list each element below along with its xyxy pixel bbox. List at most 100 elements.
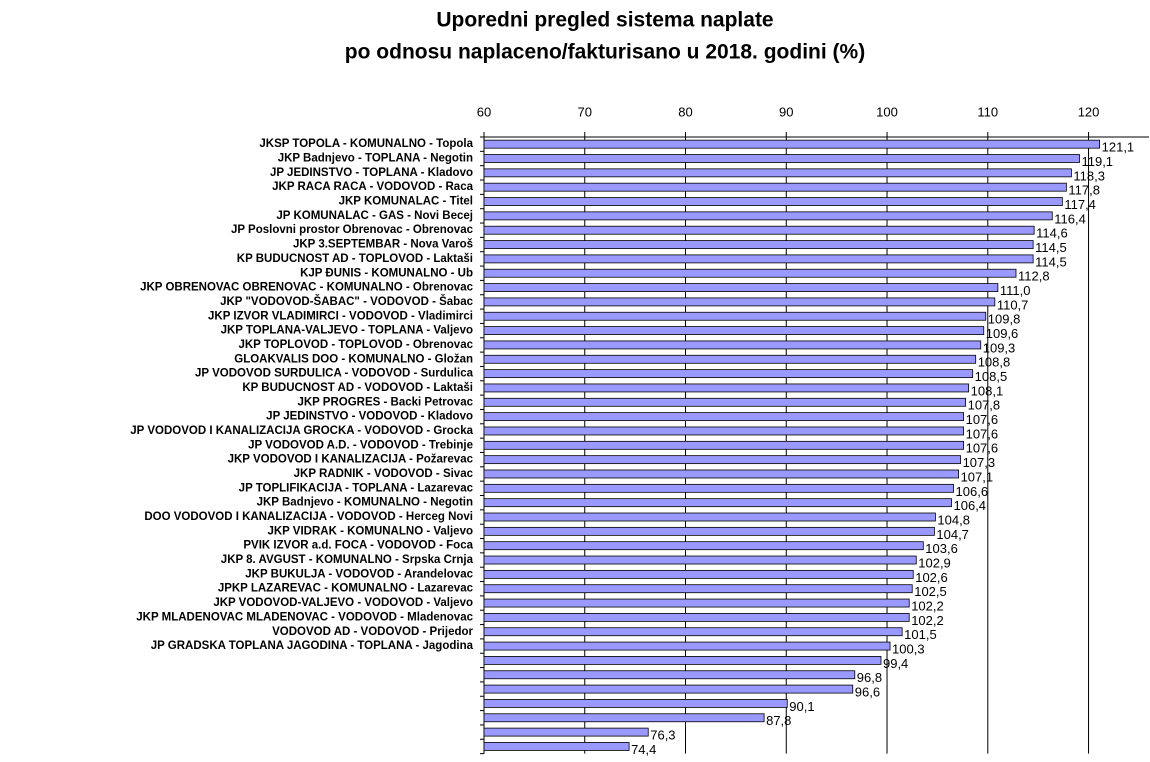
bar: [483, 584, 913, 594]
bar: [483, 727, 649, 737]
value-label: 110,7: [997, 297, 1029, 312]
category-label: JKP 3.SEPTEMBAR - Nova Varoš: [293, 239, 473, 251]
category-label: JKP BUKULJA - VODOVOD - Arandelovac: [245, 568, 473, 580]
bar: [483, 326, 985, 335]
value-label: 106,4: [954, 498, 987, 513]
value-label: 109,6: [986, 326, 1019, 341]
value-label: 106,6: [956, 484, 989, 499]
bar: [483, 656, 882, 665]
value-label: 108,8: [978, 355, 1011, 370]
bar: [483, 627, 903, 637]
value-label: 114,5: [1035, 240, 1067, 255]
category-label: JKP Badnjevo - KOMUNALNO - Negotin: [257, 497, 473, 509]
value-label: 102,2: [911, 613, 944, 628]
bar: [483, 526, 935, 536]
category-label: JP Poslovni prostor Obrenovac - Obrenova…: [231, 224, 474, 236]
value-label: 107,6: [966, 426, 999, 441]
value-label: 112,8: [1018, 269, 1050, 284]
bar: [483, 483, 954, 493]
bar: [483, 569, 914, 579]
value-label: 116,4: [1054, 211, 1086, 226]
x-tick-label: 100: [876, 104, 898, 119]
value-label: 117,8: [1068, 183, 1100, 198]
bar: [483, 699, 788, 708]
category-label: DOO VODOVOD I KANALIZACIJA - VODOVOD - H…: [144, 511, 473, 523]
category-label: JP TOPLIFIKACIJA - TOPLANA - Lazarevac: [239, 482, 474, 494]
bar: [483, 684, 854, 694]
bar: [483, 541, 924, 551]
chart-subtitle: po odnosu naplaceno/fakturisano u 2018. …: [345, 41, 865, 64]
value-label: 108,5: [975, 369, 1008, 384]
x-tick-label: 70: [578, 104, 592, 119]
bar: [483, 225, 1035, 235]
bar: [483, 469, 959, 479]
value-label: 87,8: [766, 713, 791, 728]
bar: [483, 670, 856, 680]
value-label: 107,3: [963, 455, 996, 470]
bar: [483, 283, 999, 292]
value-label: 111,0: [1000, 283, 1031, 298]
bar: [483, 455, 961, 465]
category-label: VODOVOD AD - VODOVOD - Prijedor: [272, 626, 473, 638]
value-label: 102,5: [914, 584, 947, 599]
category-label: JKP PROGRES - Backi Petrovac: [297, 396, 473, 408]
category-label: JP JEDINSTVO - VODOVOD - Kladovo: [266, 411, 473, 423]
category-label: JKP OBRENOVAC OBRENOVAC - KOMUNALNO - Ob…: [140, 282, 473, 294]
bar: [483, 713, 765, 723]
bar: [483, 211, 1053, 221]
category-label: JPKP LAZAREVAC - KOMUNALNO - Lazarevac: [218, 583, 474, 595]
value-label: 100,3: [892, 642, 925, 657]
value-label: 96,6: [855, 685, 880, 700]
value-label: 118,3: [1073, 168, 1105, 183]
category-label: JP GRADSKA TOPLANA JAGODINA - TOPLANA - …: [151, 640, 474, 652]
category-label: KJP ĐUNIS - KOMUNALNO - Ub: [300, 267, 473, 279]
bar: [483, 254, 1034, 264]
bar: [483, 440, 965, 450]
value-label: 102,2: [911, 598, 944, 613]
category-label: JKP IZVOR VLADIMIRCI - VODOVOD - Vladimi…: [208, 310, 473, 322]
category-label: JKP VODOVOD I KANALIZACIJA - Požarevac: [228, 454, 474, 466]
value-label: 76,3: [650, 728, 675, 743]
category-label: GLOAKVALIS DOO - KOMUNALNO - Gložan: [234, 353, 473, 365]
category-label: JKP VIDRAK - KOMUNALNO - Valjevo: [267, 525, 473, 537]
x-tick-label: 90: [779, 104, 793, 119]
x-tick-label: 60: [477, 104, 491, 119]
bar: [483, 612, 910, 622]
value-label: 74,4: [631, 742, 656, 757]
category-label: KP BUDUCNOST AD - VODOVOD - Laktaši: [242, 382, 473, 394]
bar: [483, 340, 982, 350]
bar: [483, 383, 970, 393]
chart-title: Uporedni pregled sistema naplate: [436, 9, 773, 32]
value-label: 108,1: [971, 383, 1004, 398]
value-label: 103,6: [925, 541, 958, 556]
value-label: 107,8: [968, 398, 1001, 413]
bar: [483, 139, 1101, 149]
bar: [483, 555, 917, 565]
value-label: 114,5: [1035, 254, 1067, 269]
value-label: 121,1: [1102, 140, 1135, 155]
bar: [483, 498, 952, 508]
value-label: 104,8: [937, 512, 970, 527]
value-label: 119,1: [1081, 154, 1113, 169]
category-label: JKP Badnjevo - TOPLANA - Negotin: [278, 153, 473, 165]
value-label: 107,6: [966, 412, 999, 427]
category-label: KP BUDUCNOST AD - TOPLOVOD - Laktaši: [237, 253, 473, 265]
bar: [483, 240, 1034, 249]
value-label: 101,5: [904, 627, 937, 642]
value-label: 90,1: [789, 699, 814, 714]
bar: [483, 369, 974, 379]
bar: [483, 197, 1063, 206]
value-label: 102,6: [915, 570, 948, 585]
bar: [483, 426, 965, 436]
category-label: JKP TOPLANA-VALJEVO - TOPLANA - Valjevo: [221, 325, 473, 337]
value-label: 99,4: [883, 656, 908, 671]
category-label: JKSP TOPOLA - KOMUNALNO - Topola: [259, 138, 473, 150]
x-tick-label: 110: [977, 104, 998, 119]
bar: [483, 297, 996, 307]
bar: [483, 268, 1017, 278]
category-label: JKP MLADENOVAC MLADENOVAC - VODOVOD - Ml…: [136, 611, 473, 623]
bar: [483, 641, 891, 651]
x-tick-label: 120: [1078, 104, 1100, 119]
